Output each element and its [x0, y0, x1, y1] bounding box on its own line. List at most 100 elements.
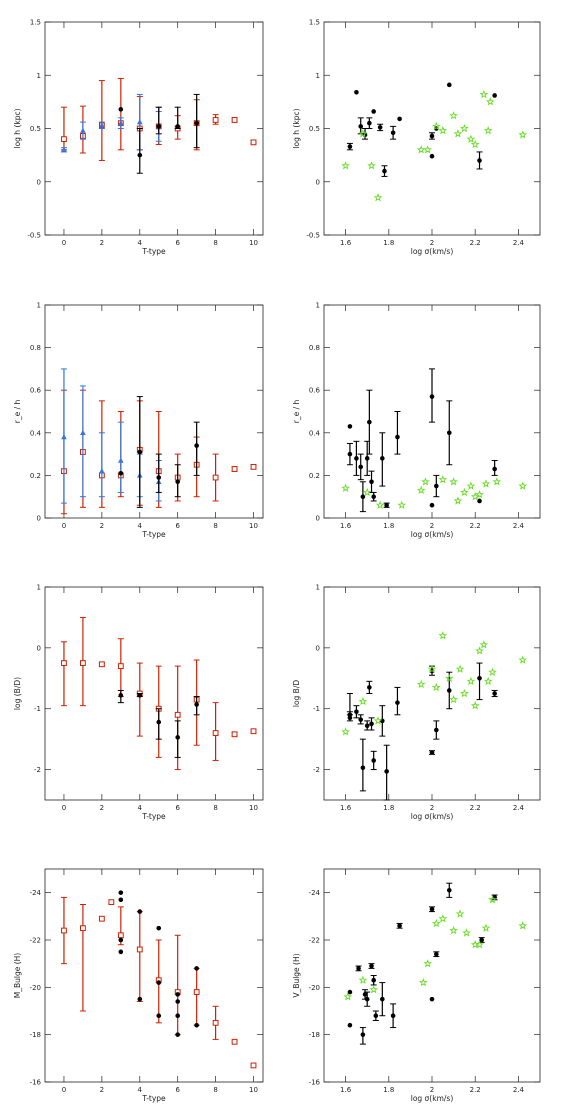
series-filled-circle — [118, 93, 200, 174]
data-point — [367, 120, 372, 126]
data-point — [175, 999, 180, 1004]
data-point — [371, 109, 376, 114]
data-point — [347, 712, 353, 718]
y-tick-label: -18 — [30, 1031, 41, 1039]
y-tick-label: -20 — [30, 984, 41, 992]
data-point — [117, 932, 124, 939]
y-tick-label: 1 — [37, 302, 41, 310]
data-point — [380, 456, 385, 461]
x-tick-label: 1.6 — [340, 804, 352, 812]
data-point — [453, 496, 463, 505]
data-point — [118, 107, 124, 112]
x-tick-label: 4 — [138, 239, 143, 247]
data-point — [341, 161, 350, 170]
data-point — [175, 479, 180, 485]
y-tick-label: 0.8 — [30, 344, 41, 352]
data-point — [470, 139, 480, 149]
x-tick-label: 6 — [175, 804, 180, 812]
data-point — [118, 693, 124, 698]
data-point — [470, 701, 480, 710]
data-point — [395, 434, 400, 440]
data-point — [231, 117, 238, 123]
series-filled-circle — [118, 396, 200, 508]
data-point — [117, 663, 124, 670]
plot-frame — [44, 868, 264, 1083]
data-point — [360, 494, 366, 500]
data-point — [61, 434, 67, 440]
data-point — [137, 449, 143, 455]
data-point — [367, 419, 372, 425]
chart-panel-6: 1.6 1.8 2 2.2 2.4 -2 -1 0 1 log σ(km/s) log B/D — [292, 584, 541, 821]
data-point — [397, 116, 402, 122]
data-point — [449, 695, 458, 704]
series-filled-circle — [117, 689, 200, 758]
data-point — [449, 925, 458, 935]
data-point — [136, 119, 143, 125]
data-point — [369, 479, 374, 485]
x-tick-label: 4 — [138, 522, 143, 530]
y-tick-label: 1 — [316, 302, 320, 310]
data-point — [438, 631, 448, 640]
x-tick-label: 10 — [249, 804, 258, 812]
data-point — [231, 1038, 238, 1045]
x-axis-label: log σ(km/s) — [411, 812, 454, 821]
x-tick-label: 1.8 — [383, 1086, 394, 1094]
data-point — [475, 646, 484, 655]
data-point — [380, 718, 385, 724]
data-point — [429, 906, 435, 912]
data-point — [347, 424, 353, 429]
data-point — [460, 487, 469, 497]
y-tick-label: -18 — [309, 1031, 320, 1039]
data-point — [156, 124, 162, 129]
data-point — [397, 923, 402, 929]
y-tick-label: -1 — [34, 705, 41, 713]
x-axis-label: T-type — [141, 247, 166, 256]
data-point — [194, 1022, 199, 1028]
data-point — [446, 888, 452, 893]
y-tick-label: 0.8 — [309, 344, 320, 352]
data-point — [481, 923, 491, 932]
y-tick-label: -16 — [30, 1079, 42, 1087]
data-point — [492, 691, 497, 696]
y-axis-label: log (B/D) — [13, 677, 22, 710]
chart-panel-8: 1.6 1.8 2 2.2 2.4 -16 -18 -20 -22 -24 log σ(km/s) V… — [292, 868, 541, 1103]
data-point — [156, 980, 162, 985]
data-point — [431, 121, 441, 131]
x-tick-label: 2 — [430, 804, 434, 812]
x-tick-label: 1.8 — [383, 804, 394, 812]
x-tick-label: 2.4 — [513, 522, 525, 530]
data-point — [347, 1022, 353, 1028]
y-tick-label: -20 — [309, 984, 320, 992]
x-tick-label: 2 — [430, 522, 434, 530]
plot-frame — [323, 21, 541, 236]
data-point — [371, 494, 376, 500]
x-tick-label: 6 — [175, 239, 180, 247]
series-open-star — [341, 475, 528, 509]
chart-panel-4: 1.6 1.8 2 2.2 2.4 0 0.2 0.4 0.6 0.8 1 log σ(km/s) r_… — [292, 302, 541, 539]
y-axis-label: r_e / h — [292, 400, 301, 424]
x-tick-label: 1.8 — [383, 522, 394, 530]
data-point — [61, 927, 67, 934]
data-point — [397, 500, 407, 509]
data-point — [446, 688, 452, 693]
data-point — [118, 937, 124, 943]
chart-panel-7: 0 2 4 6 8 10 -16 -18 -20 -22 -24 T-type M_Bulge (H) — [13, 868, 264, 1103]
data-point — [479, 640, 489, 649]
chart-panel-5: 0 2 4 6 8 10 -2 -1 0 1 T-type log (B/D) — [13, 584, 264, 821]
data-point — [99, 122, 105, 128]
data-point — [460, 123, 469, 133]
chart-panel-2: 1.6 1.8 2 2.2 2.4 -0.5 0 0.5 1 1.5 log σ(km/s) log … — [292, 19, 541, 256]
x-axis-label: log σ(km/s) — [411, 247, 454, 256]
data-point — [362, 992, 368, 997]
y-tick-label: 0.5 — [309, 125, 320, 133]
data-point — [375, 500, 385, 509]
data-point — [429, 394, 435, 399]
x-tick-label: 2 — [430, 1086, 434, 1094]
y-axis-label: V_Bulge (H) — [292, 953, 301, 997]
data-point — [477, 498, 482, 504]
data-point — [341, 483, 350, 492]
data-point — [194, 120, 199, 126]
y-tick-label: 1.5 — [309, 19, 320, 27]
y-axis-label: M_Bulge (H) — [13, 953, 22, 999]
data-point — [373, 1013, 379, 1019]
